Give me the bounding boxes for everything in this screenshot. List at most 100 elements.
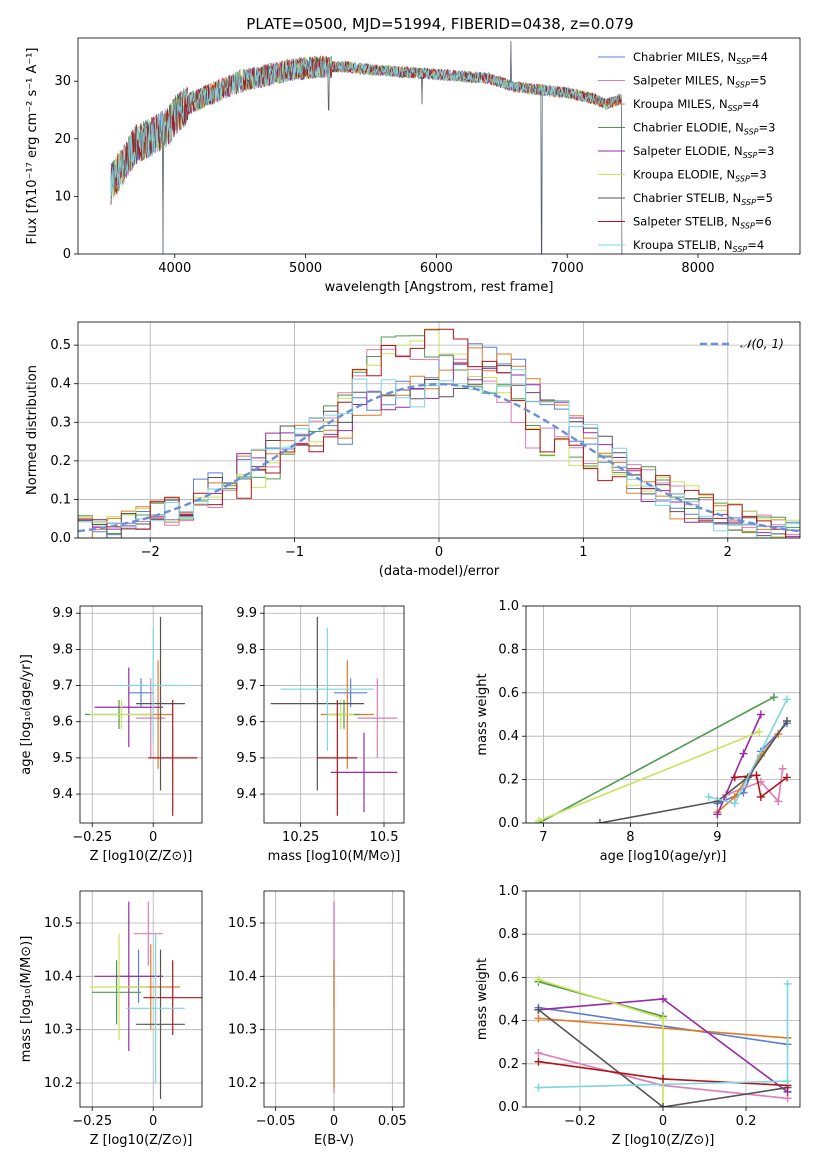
x-tick-label: −0.2 <box>564 1114 596 1129</box>
weight-point-marker <box>783 1077 792 1086</box>
spectrum-series-line <box>110 56 623 205</box>
weight-point-marker <box>713 810 722 819</box>
y-tick-label: 0.0 <box>50 531 71 546</box>
y-axis-label: age [log₁₀(age/yr)] <box>19 654 34 775</box>
y-tick-label: 9.4 <box>52 787 73 802</box>
legend-nssp: =4 <box>742 97 759 111</box>
axes-frame <box>77 321 801 539</box>
x-axis-label: Z [log10(Z/Z⊙)] <box>90 849 193 864</box>
legend-entry: Chabrier ELODIE, NSSP=3 <box>633 121 775 137</box>
weight-point-marker <box>783 979 792 988</box>
legend-model-name: Salpeter MILES, N <box>633 74 735 88</box>
weight-point-marker <box>659 1103 667 1107</box>
x-tick-label: 6000 <box>420 261 453 276</box>
y-tick-label: 9.7 <box>52 679 73 694</box>
y-tick-label: 0 <box>63 247 71 262</box>
weight-point-marker <box>782 773 791 782</box>
legend-entry: Chabrier MILES, NSSP=4 <box>633 50 768 66</box>
weight-point-marker <box>752 771 761 780</box>
y-tick-label: 0.4 <box>50 377 71 392</box>
legend-subscript: SSP <box>741 198 756 207</box>
x-tick-label: −0.25 <box>72 830 112 845</box>
weight-point-marker <box>534 1014 543 1023</box>
weight-point-marker <box>730 773 739 782</box>
x-tick-label: 0 <box>435 545 443 560</box>
weight-point-marker <box>534 1005 543 1014</box>
y-axis-label: Flux [fλ10⁻¹⁷ erg cm⁻² s⁻¹ A⁻¹] <box>25 48 40 245</box>
y-axis-label: Normed distribution <box>25 365 40 495</box>
x-tick-label: 0.2 <box>736 1114 757 1129</box>
weight-point-marker <box>782 695 791 704</box>
axes-frame <box>263 890 405 1108</box>
legend-entry: Salpeter MILES, NSSP=5 <box>633 74 767 90</box>
x-tick-label: 10.25 <box>282 830 319 845</box>
axes-frame <box>79 605 203 824</box>
legend-entry: Salpeter STELIB, NSSP=6 <box>633 215 772 231</box>
y-tick-label: 0.6 <box>498 686 519 701</box>
weight-point-marker <box>595 819 604 823</box>
legend-model-name: Chabrier ELODIE, N <box>633 121 744 135</box>
y-tick-label: 0.3 <box>50 415 71 430</box>
weight-vs-age-panel: 7 8 9 0.0 0.2 0.4 0.6 0.8 1.0 age [log10(age/yr)]… <box>475 599 801 864</box>
weight-point-marker <box>782 717 791 726</box>
weight-vs-Z-panel: −0.2 0 0.2 0.0 0.2 0.4 0.6 0.8 1.0 Z [log10(Z/Z⊙)… <box>475 884 801 1148</box>
x-axis-label: Z [log10(Z/Z⊙)] <box>612 1133 715 1148</box>
y-tick-label: 30 <box>54 74 71 89</box>
weight-series-line <box>599 720 788 823</box>
x-tick-label: 8000 <box>681 261 714 276</box>
weight-point-marker <box>755 727 764 736</box>
weight-point-marker <box>659 995 667 1003</box>
spectrum-panel: 4000 5000 6000 7000 8000 0 10 20 30 wavelength [A… <box>25 37 801 295</box>
legend-model-name: Chabrier STELIB, N <box>633 191 741 205</box>
legend-subscript: SSP <box>728 104 743 113</box>
y-tick-label: 10.3 <box>228 1023 257 1038</box>
legend-nssp: =6 <box>755 215 772 229</box>
x-tick-label: 0 <box>659 1114 667 1129</box>
legend-nssp: =3 <box>757 144 774 158</box>
axes-frame <box>525 890 801 1108</box>
weight-point-marker <box>534 1083 543 1092</box>
legend-model-name: Chabrier MILES, N <box>633 50 736 64</box>
y-tick-label: 0.4 <box>498 729 519 744</box>
x-tick-label: 1 <box>579 545 587 560</box>
weight-point-marker <box>704 792 713 801</box>
weight-series-line <box>725 768 784 804</box>
y-tick-label: 0.8 <box>498 642 519 657</box>
x-tick-label: 5000 <box>289 261 322 276</box>
weight-point-marker <box>535 816 544 823</box>
x-axis-label: Z [log10(Z/Z⊙)] <box>90 1133 193 1148</box>
y-tick-label: 20 <box>54 132 71 147</box>
legend-nssp: =4 <box>751 50 768 64</box>
y-tick-label: 9.9 <box>52 606 73 621</box>
y-tick-label: 0.4 <box>498 1014 519 1029</box>
weight-series-line <box>708 698 788 805</box>
y-tick-label: 0.2 <box>50 454 71 469</box>
spectrum-series-line <box>110 56 623 205</box>
x-tick-label: −0.05 <box>256 1114 296 1129</box>
legend-nssp: =3 <box>750 168 767 182</box>
legend-subscript: SSP <box>740 222 755 231</box>
y-tick-label: 9.6 <box>236 715 257 730</box>
x-axis-label: wavelength [Angstrom, rest frame] <box>325 280 554 295</box>
y-tick-label: 10.4 <box>44 969 73 984</box>
spectrum-series-line <box>110 55 623 205</box>
axes-frame <box>79 890 203 1108</box>
y-tick-label: 10 <box>54 189 71 204</box>
y-tick-label: 1.0 <box>498 599 519 614</box>
y-tick-label: 9.9 <box>236 606 257 621</box>
legend-nssp: =5 <box>750 74 767 88</box>
y-tick-label: 0.1 <box>50 492 71 507</box>
y-tick-label: 10.3 <box>44 1023 73 1038</box>
age-vs-mass-panel: 10.25 10.5 9.4 9.5 9.6 9.7 9.8 9.9 mass [log10(M… <box>236 605 405 864</box>
y-tick-label: 10.2 <box>228 1076 257 1091</box>
weight-point-marker <box>534 975 543 984</box>
axes-frame <box>525 605 801 824</box>
spectrum-series-line <box>110 55 623 206</box>
y-tick-label: 9.7 <box>236 679 257 694</box>
y-tick-label: 9.8 <box>236 642 257 657</box>
legend-subscript: SSP <box>736 57 751 66</box>
weight-point-marker <box>730 799 739 808</box>
